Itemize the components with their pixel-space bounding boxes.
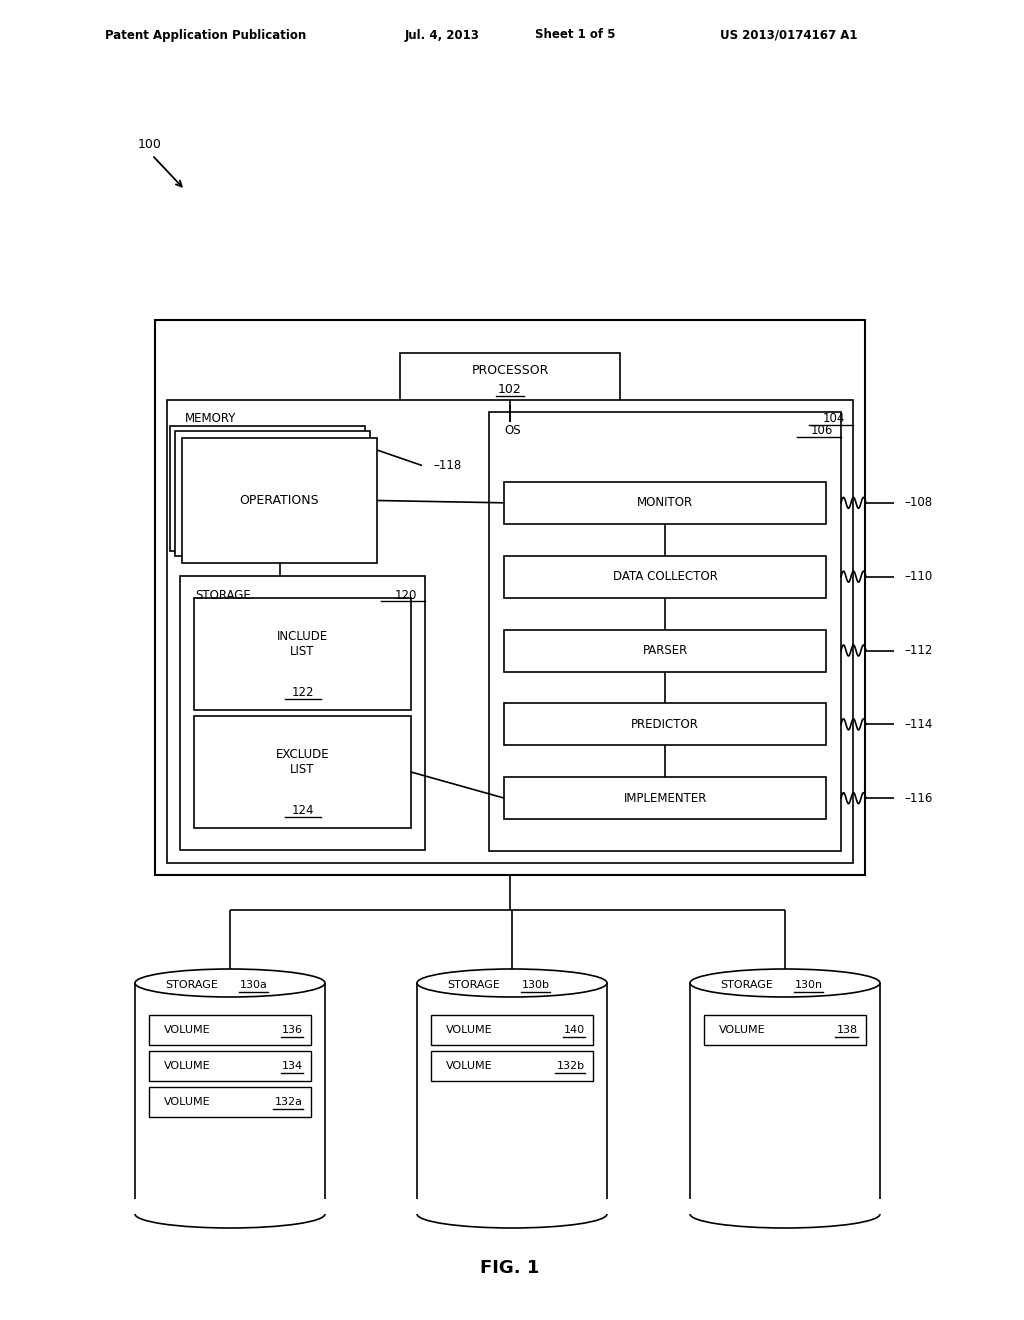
Bar <box>175 432 370 556</box>
Bar <box>489 412 841 851</box>
Text: 122: 122 <box>291 686 313 700</box>
Text: VOLUME: VOLUME <box>164 1061 211 1071</box>
Text: INCLUDE
LIST: INCLUDE LIST <box>276 630 328 657</box>
Text: STORAGE: STORAGE <box>165 979 218 990</box>
Bar <box>688 1199 882 1214</box>
Ellipse shape <box>690 969 880 997</box>
Bar <box>415 1199 609 1214</box>
Bar <box>133 1199 327 1214</box>
Bar <box>400 352 620 405</box>
Bar <box>167 400 853 863</box>
Bar <box>150 1086 311 1117</box>
Text: VOLUME: VOLUME <box>446 1026 493 1035</box>
Text: MONITOR: MONITOR <box>637 496 693 510</box>
Text: 132a: 132a <box>275 1097 303 1107</box>
Bar <box>194 715 411 828</box>
Text: PROCESSOR: PROCESSOR <box>471 363 549 376</box>
Text: OPERATIONS: OPERATIONS <box>240 494 319 507</box>
Bar <box>505 556 826 598</box>
Text: VOLUME: VOLUME <box>719 1026 766 1035</box>
Text: IMPLEMENTER: IMPLEMENTER <box>624 792 707 805</box>
Text: –112: –112 <box>904 644 933 657</box>
Text: 132b: 132b <box>557 1061 585 1071</box>
Bar <box>155 319 865 875</box>
Text: STORAGE: STORAGE <box>447 979 500 990</box>
Text: Jul. 4, 2013: Jul. 4, 2013 <box>406 29 480 41</box>
Text: US 2013/0174167 A1: US 2013/0174167 A1 <box>720 29 857 41</box>
Text: OS: OS <box>505 425 521 437</box>
Text: Sheet 1 of 5: Sheet 1 of 5 <box>535 29 615 41</box>
Text: STORAGE: STORAGE <box>195 589 251 602</box>
Bar <box>505 630 826 672</box>
Text: 104: 104 <box>822 412 845 425</box>
Bar <box>180 576 425 850</box>
Bar <box>705 1015 866 1045</box>
Ellipse shape <box>417 969 607 997</box>
Bar <box>170 426 365 550</box>
Bar <box>150 1015 311 1045</box>
Text: –110: –110 <box>904 570 932 583</box>
Text: 136: 136 <box>282 1026 303 1035</box>
Text: Patent Application Publication: Patent Application Publication <box>105 29 306 41</box>
Bar <box>431 1015 593 1045</box>
Text: 106: 106 <box>811 425 833 437</box>
Bar <box>150 1051 311 1081</box>
Text: –118: –118 <box>433 459 461 473</box>
Text: VOLUME: VOLUME <box>164 1097 211 1107</box>
Bar <box>505 482 826 524</box>
Text: FIG. 1: FIG. 1 <box>480 1259 540 1276</box>
Bar <box>431 1051 593 1081</box>
Bar <box>505 777 826 820</box>
Text: 124: 124 <box>291 804 313 817</box>
Ellipse shape <box>135 969 325 997</box>
Text: 134: 134 <box>282 1061 303 1071</box>
Bar <box>194 598 411 710</box>
Bar <box>182 438 377 564</box>
Text: DATA COLLECTOR: DATA COLLECTOR <box>612 570 718 583</box>
Text: STORAGE: STORAGE <box>720 979 773 990</box>
Text: 120: 120 <box>394 589 417 602</box>
Text: 130a: 130a <box>240 979 268 990</box>
Text: EXCLUDE
LIST: EXCLUDE LIST <box>275 748 330 776</box>
Text: PARSER: PARSER <box>643 644 688 657</box>
Text: –108: –108 <box>904 496 932 510</box>
Text: VOLUME: VOLUME <box>164 1026 211 1035</box>
Text: 130n: 130n <box>795 979 823 990</box>
Text: 140: 140 <box>564 1026 585 1035</box>
Bar <box>505 704 826 746</box>
Text: 102: 102 <box>498 384 522 396</box>
Text: MEMORY: MEMORY <box>185 412 237 425</box>
Text: –114: –114 <box>904 718 933 731</box>
Text: –116: –116 <box>904 792 933 805</box>
Text: 130b: 130b <box>522 979 550 990</box>
Text: 100: 100 <box>138 139 162 152</box>
Text: 138: 138 <box>837 1026 858 1035</box>
Text: PREDICTOR: PREDICTOR <box>631 718 699 731</box>
Text: VOLUME: VOLUME <box>446 1061 493 1071</box>
